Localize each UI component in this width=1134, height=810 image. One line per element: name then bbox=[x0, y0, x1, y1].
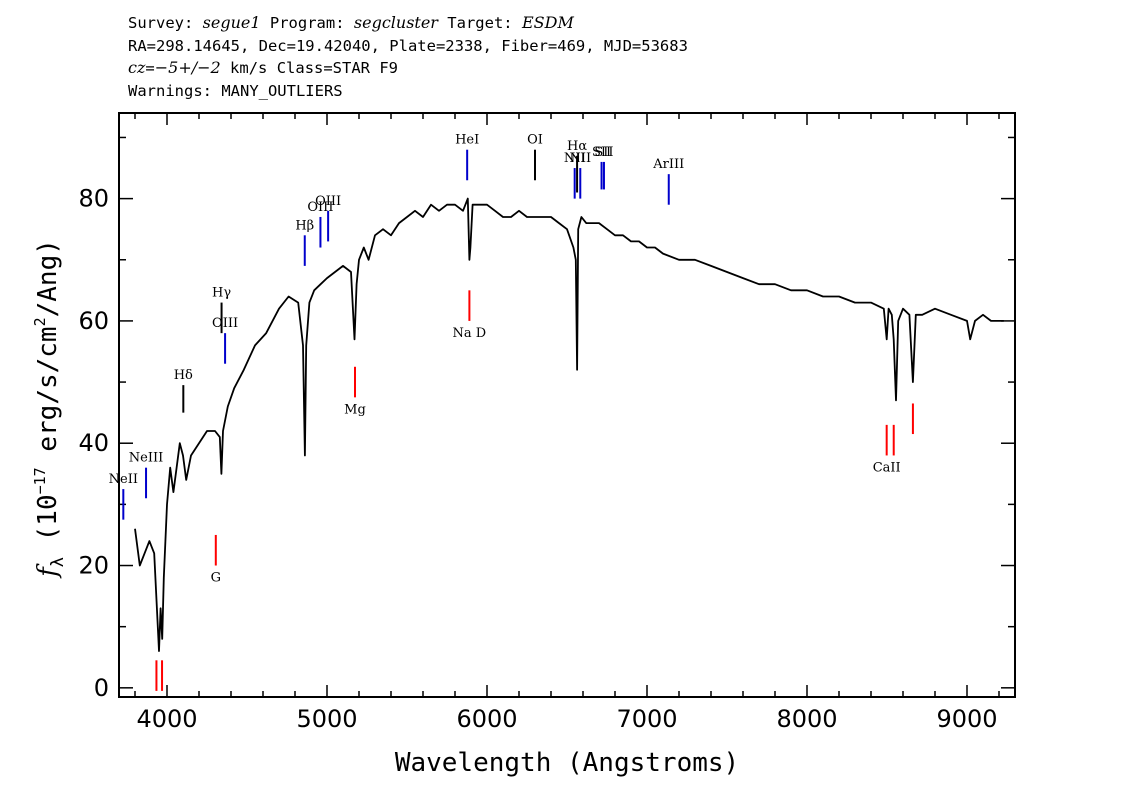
header-line-redshift: cz=−5+/−2 km/s Class=STAR F9 bbox=[128, 57, 1028, 80]
emission-line-label: OIII bbox=[307, 200, 333, 215]
survey-label: Survey: bbox=[128, 14, 194, 32]
emission-line-label: NeIII bbox=[129, 451, 163, 466]
cz-value: −5+/−2 bbox=[154, 58, 221, 77]
y-tick-label: 80 bbox=[78, 185, 109, 213]
survey-value: segue1 bbox=[202, 13, 261, 32]
spectrum-line bbox=[134, 197, 1004, 652]
x-tick-label: 4000 bbox=[136, 705, 197, 733]
y-tick-label: 0 bbox=[94, 674, 109, 702]
target-label: Target: bbox=[447, 14, 513, 32]
target-value: ESDM bbox=[521, 13, 574, 32]
axis-ticks bbox=[119, 113, 1015, 697]
emission-line-label: HeI bbox=[455, 133, 479, 148]
emission-line-label: Hγ bbox=[212, 286, 231, 301]
emission-line-label: NeII bbox=[109, 472, 138, 487]
header-line-coordinates: RA=298.14645, Dec=19.42040, Plate=2338, … bbox=[128, 36, 688, 55]
emission-line-label: Hβ bbox=[295, 218, 314, 233]
x-axis-title: Wavelength (Angstroms) bbox=[395, 748, 739, 778]
emission-line-label: SII bbox=[594, 145, 613, 160]
x-tick-label: 6000 bbox=[456, 705, 517, 733]
x-tick-label: 9000 bbox=[936, 705, 997, 733]
cz-symbol: cz bbox=[128, 58, 146, 77]
absorption-line-label: Mg bbox=[344, 402, 366, 417]
class-text: km/s Class=STAR F9 bbox=[220, 59, 399, 77]
emission-line-label: Hδ bbox=[174, 368, 193, 383]
emission-line-label: Hα bbox=[567, 139, 587, 154]
header-line-warnings: Warnings: MANY_OUTLIERS bbox=[128, 81, 343, 100]
emission-line-label: NII bbox=[569, 151, 591, 166]
plot-frame bbox=[118, 112, 1016, 698]
y-tick-label: 20 bbox=[78, 552, 109, 580]
y-tick-label: 40 bbox=[78, 429, 109, 457]
absorption-line-label: G bbox=[211, 571, 221, 586]
tick-labels: 4000 5000 6000 7000 8000 9000 0 20 40 60 80 bbox=[78, 185, 997, 733]
emission-line-label: OIII bbox=[315, 194, 341, 209]
emission-line-label: NII bbox=[564, 151, 586, 166]
x-tick-label: 5000 bbox=[296, 705, 357, 733]
absorption-line-label: Na D bbox=[453, 326, 487, 341]
program-label: Program: bbox=[269, 14, 345, 32]
cz-equals: = bbox=[145, 59, 155, 77]
svg-text:fλ (10−17 erg/s/cm2/Ang): fλ (10−17 erg/s/cm2/Ang) bbox=[31, 239, 68, 579]
x-tick-label: 8000 bbox=[776, 705, 837, 733]
header-line-survey: Survey: segue1 Program: segcluster Targe… bbox=[128, 12, 1028, 35]
emission-line-label: OIII bbox=[212, 316, 238, 331]
emission-line-label: ArIII bbox=[652, 157, 684, 172]
emission-line-label: SII bbox=[592, 145, 611, 160]
spectrum-header: Survey: segue1 Program: segcluster Targe… bbox=[128, 12, 1028, 102]
emission-line-label: OI bbox=[527, 133, 543, 148]
absorption-line-label: CaII bbox=[873, 460, 901, 475]
program-value: segcluster bbox=[353, 13, 438, 32]
y-axis-title: fλ (10−17 erg/s/cm2/Ang) bbox=[31, 239, 68, 579]
x-tick-label: 7000 bbox=[616, 705, 677, 733]
y-tick-label: 60 bbox=[78, 307, 109, 335]
